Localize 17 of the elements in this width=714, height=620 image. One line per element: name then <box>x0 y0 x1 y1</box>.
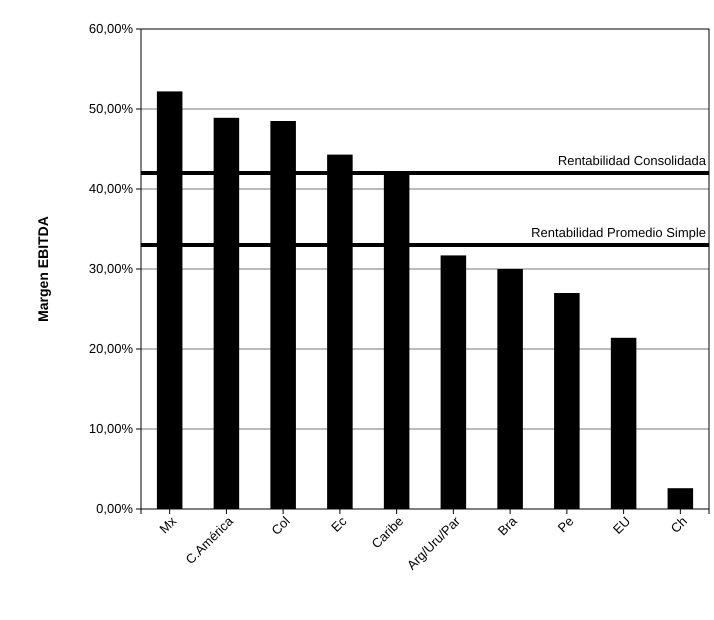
y-tick-label: 50,00% <box>88 101 134 116</box>
ref-line-label: Rentabilidad Consolidada <box>558 153 707 168</box>
y-tick-label: 30,00% <box>88 261 134 276</box>
y-tick-label: 20,00% <box>88 341 134 356</box>
y-axis-title: Margen EBITDA <box>35 216 51 322</box>
ref-line-label: Rentabilidad Promedio Simple <box>531 225 706 240</box>
y-tick-label: 40,00% <box>88 181 134 196</box>
y-tick-label: 10,00% <box>88 421 134 436</box>
x-tick-label: Col <box>268 513 293 538</box>
y-tick-label: 0,00% <box>96 501 134 516</box>
x-tick-label: EU <box>610 514 634 537</box>
x-tick-label: Mx <box>156 513 180 536</box>
y-tick-label: 60,00% <box>88 21 134 36</box>
x-tick-label: Ch <box>668 514 690 536</box>
x-tick-label: Pe <box>554 514 576 536</box>
x-tick-label: Ec <box>328 513 350 535</box>
x-tick-label: Bra <box>494 512 520 538</box>
